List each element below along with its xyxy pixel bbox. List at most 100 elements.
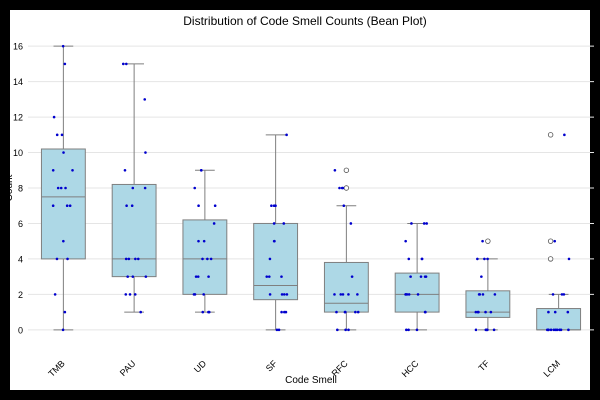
data-point (419, 275, 423, 278)
data-point (347, 328, 350, 332)
data-point (207, 310, 210, 314)
data-point (424, 310, 427, 314)
data-point (265, 275, 269, 278)
data-points (51, 44, 571, 332)
data-point (420, 257, 424, 261)
data-point (280, 293, 284, 296)
data-point (333, 168, 337, 172)
data-point (61, 44, 65, 48)
data-point (202, 293, 205, 296)
y-tick-label: 14 (13, 77, 23, 87)
data-point (52, 115, 56, 119)
data-point (285, 293, 289, 296)
data-point (270, 204, 273, 208)
data-point (415, 328, 419, 332)
box-tf (465, 238, 511, 331)
data-point (285, 133, 288, 137)
box-iqr (394, 272, 440, 313)
data-point (62, 239, 65, 243)
data-point (196, 275, 200, 278)
data-point (131, 186, 135, 190)
data-point (344, 328, 347, 332)
box-iqr (536, 308, 582, 331)
data-point (407, 328, 410, 332)
data-point (481, 293, 485, 296)
data-point (192, 293, 196, 296)
data-point (274, 204, 277, 208)
data-point (197, 239, 200, 243)
data-point (335, 310, 338, 314)
data-point (128, 293, 132, 296)
data-point (201, 310, 205, 314)
data-point (476, 257, 479, 261)
data-point (64, 186, 67, 190)
data-point (62, 151, 65, 154)
data-point (134, 257, 137, 261)
data-point (553, 310, 557, 314)
box-tmb (40, 45, 86, 331)
data-point (474, 310, 478, 314)
data-point (126, 275, 129, 278)
data-point (567, 328, 570, 332)
data-point (551, 293, 555, 296)
data-point (206, 257, 209, 261)
data-point (213, 204, 217, 208)
data-point (280, 275, 283, 278)
data-point (425, 222, 428, 225)
y-axis-ticks: 0 2 4 6 8 10 12 14 16 (13, 42, 23, 336)
data-point (272, 222, 276, 225)
data-point (423, 275, 427, 278)
data-point (277, 328, 281, 332)
data-point (124, 293, 128, 296)
data-point (63, 310, 67, 314)
data-point (212, 222, 216, 225)
y-tick-label: 8 (18, 184, 23, 194)
y-axis-label: Count (4, 174, 15, 201)
data-point (51, 168, 55, 172)
data-point (492, 328, 496, 332)
data-point (410, 222, 413, 225)
data-point (554, 328, 557, 332)
data-point (547, 310, 550, 314)
data-point (333, 293, 336, 296)
data-point (560, 293, 564, 296)
data-point (71, 168, 74, 172)
data-point (201, 257, 204, 261)
data-point (53, 293, 57, 296)
data-point (483, 257, 486, 261)
data-point (139, 310, 143, 314)
data-point (209, 257, 213, 261)
data-point (143, 98, 147, 101)
chart-background (10, 10, 590, 390)
data-point (549, 328, 553, 332)
data-point (193, 186, 197, 190)
data-point (125, 204, 128, 208)
data-point (207, 275, 210, 278)
data-point (558, 328, 561, 332)
data-point (354, 310, 357, 314)
data-point (272, 239, 276, 243)
outlier-marker (343, 185, 350, 191)
y-tick-label: 6 (18, 219, 23, 229)
data-point (478, 293, 482, 296)
data-point (347, 293, 350, 296)
data-point (65, 204, 69, 208)
outlier-marker (547, 256, 554, 262)
data-point (202, 239, 206, 243)
data-point (199, 168, 203, 172)
data-point (144, 275, 148, 278)
data-point (267, 275, 271, 278)
data-point (553, 239, 557, 243)
y-tick-label: 10 (13, 148, 23, 158)
outlier-marker (547, 238, 554, 244)
data-point (197, 204, 200, 208)
data-point (350, 275, 354, 278)
data-point (336, 328, 339, 332)
data-point (474, 328, 478, 332)
data-point (55, 133, 59, 137)
data-point (268, 293, 272, 296)
data-point (133, 293, 137, 296)
data-point (66, 257, 69, 261)
data-point (493, 293, 497, 296)
